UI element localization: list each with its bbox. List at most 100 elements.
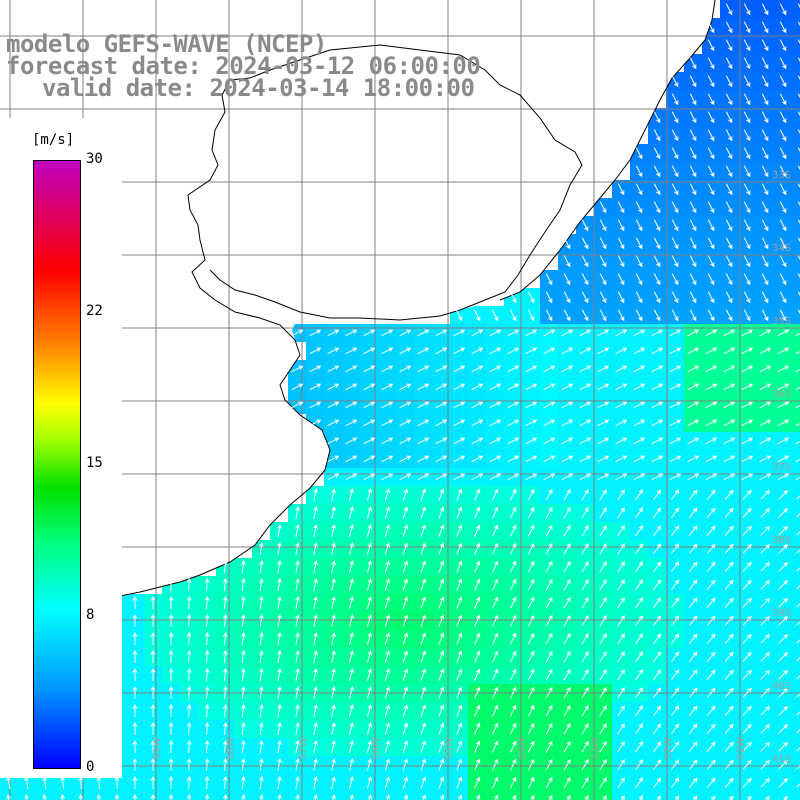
wind-arrowhead xyxy=(277,524,282,530)
wind-arrow xyxy=(689,129,697,141)
wind-arrowhead xyxy=(746,64,751,70)
wind-arrow xyxy=(206,722,208,736)
wind-arrowhead xyxy=(316,329,322,334)
wind-arrowhead xyxy=(730,419,736,424)
wind-arrow xyxy=(313,741,317,753)
wind-arrow xyxy=(707,75,715,87)
wind-arrowhead xyxy=(676,383,682,388)
wind-arrowhead xyxy=(568,365,574,370)
wind-arrowhead xyxy=(514,473,520,478)
wind-arrowhead xyxy=(222,703,228,709)
wind-arrowhead xyxy=(747,489,752,495)
wind-cell xyxy=(792,288,800,306)
wind-arrow xyxy=(635,183,643,195)
wind-arrow xyxy=(742,652,752,662)
wind-arrowhead xyxy=(313,776,318,782)
wind-arrow xyxy=(617,507,625,519)
wind-arrow xyxy=(327,365,339,373)
wind-arrow xyxy=(688,616,698,626)
wind-arrow xyxy=(349,741,353,753)
wind-arrow xyxy=(635,165,643,177)
wind-arrow xyxy=(417,419,429,427)
wind-arrow xyxy=(277,686,281,700)
wind-arrowhead xyxy=(783,778,789,783)
wind-cell xyxy=(360,792,378,800)
wind-arrowhead xyxy=(548,596,553,602)
wind-arrow xyxy=(579,437,591,445)
wind-arrowhead xyxy=(712,473,718,478)
wind-arrow xyxy=(440,795,444,800)
wind-arrow xyxy=(563,255,571,267)
wind-arrowhead xyxy=(638,298,643,304)
wind-arrow xyxy=(761,129,769,141)
wind-arrow xyxy=(797,255,800,261)
wind-arrow xyxy=(617,237,625,249)
wind-arrowhead xyxy=(512,632,517,638)
wind-arrow xyxy=(797,39,800,45)
wind-arrowhead xyxy=(439,704,445,710)
wind-arrowhead xyxy=(694,455,700,460)
wind-arrow xyxy=(689,291,697,303)
wind-arrow xyxy=(743,237,751,249)
wind-arrowhead xyxy=(602,687,607,692)
wind-arrowhead xyxy=(586,329,592,334)
wind-arrowhead xyxy=(620,723,625,729)
wind-arrow xyxy=(349,561,353,573)
wind-arrow xyxy=(778,562,788,572)
wind-arrowhead xyxy=(316,365,322,370)
wind-arrowhead xyxy=(676,347,682,352)
wind-arrow xyxy=(509,597,517,609)
wind-arrow xyxy=(241,578,245,592)
wind-arrowhead xyxy=(747,507,752,513)
wind-arrow xyxy=(669,329,681,337)
wind-arrowhead xyxy=(548,650,553,656)
wind-arrow xyxy=(402,615,408,627)
wind-arrowhead xyxy=(295,542,300,548)
wind-arrow xyxy=(563,579,571,591)
wind-arrow xyxy=(743,255,751,267)
wind-arrowhead xyxy=(316,347,322,352)
wind-arrowhead xyxy=(349,614,354,620)
wind-arrowhead xyxy=(694,365,700,370)
wind-arrow xyxy=(492,669,498,681)
wind-arrow xyxy=(669,419,681,427)
wind-arrowhead xyxy=(638,543,644,549)
wind-arrowhead xyxy=(168,667,174,673)
wind-arrow xyxy=(507,437,519,445)
wind-arrow xyxy=(512,795,517,800)
wind-arrowhead xyxy=(783,724,789,729)
wind-arrowhead xyxy=(514,365,520,370)
wind-arrowhead xyxy=(729,741,734,747)
wind-arrow xyxy=(384,741,390,753)
wind-arrow xyxy=(420,705,426,717)
wind-arrowhead xyxy=(710,172,715,178)
wind-arrow xyxy=(741,365,753,373)
wind-arrowhead xyxy=(782,190,787,196)
wind-arrow xyxy=(402,597,408,609)
wind-arrow xyxy=(349,633,353,645)
wind-arrow xyxy=(671,273,679,285)
wind-arrowhead xyxy=(712,419,718,424)
wind-arrowhead xyxy=(475,722,481,728)
wind-arrowhead xyxy=(530,542,535,548)
wind-arrow xyxy=(671,291,679,303)
wind-arrow xyxy=(456,525,462,537)
wind-arrow xyxy=(725,165,733,177)
wind-arrow xyxy=(435,365,447,373)
wind-arrowhead xyxy=(388,437,394,442)
wind-arrowhead xyxy=(746,190,751,196)
wind-arrowhead xyxy=(277,740,282,746)
wind-arrow xyxy=(651,455,663,463)
wind-arrowhead xyxy=(367,578,373,584)
wind-arrowhead xyxy=(620,615,625,621)
wind-arrowhead xyxy=(295,722,300,728)
wind-arrowhead xyxy=(457,614,463,620)
wind-arrowhead xyxy=(766,401,772,406)
wind-arrow xyxy=(581,561,589,573)
wind-arrow xyxy=(527,777,535,789)
wind-arrow xyxy=(349,705,353,717)
wind-arrow xyxy=(291,401,303,409)
wind-arrow xyxy=(313,597,317,609)
wind-arrowhead xyxy=(710,244,715,250)
wind-arrowhead xyxy=(747,525,752,531)
